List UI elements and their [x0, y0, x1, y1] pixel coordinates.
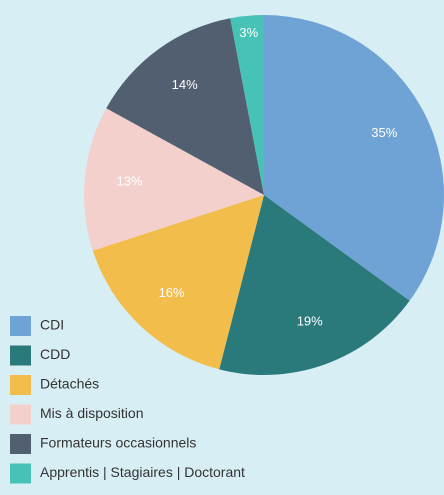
legend-swatch	[10, 434, 31, 454]
legend-label: CDI	[40, 317, 64, 333]
legend-swatch	[10, 404, 31, 425]
pie-slice	[106, 18, 264, 196]
legend-label: Mis à disposition	[40, 405, 144, 421]
legend-swatch	[10, 316, 31, 336]
slice-label: 16%	[159, 285, 185, 300]
pie-slice	[92, 195, 264, 370]
slice-label: 14%	[172, 77, 198, 92]
slice-label: 35%	[371, 125, 397, 140]
legend-swatch	[10, 345, 31, 366]
slice-label: 13%	[117, 174, 143, 189]
legend-swatch	[10, 463, 31, 484]
legend-label: CDD	[40, 346, 70, 362]
legend-label: Apprentis | Stagiaires | Doctorant	[40, 464, 245, 480]
legend-label: Formateurs occasionnels	[40, 435, 196, 451]
pie-slice	[264, 15, 444, 301]
legend-swatch	[10, 375, 31, 395]
pie-slice	[230, 15, 264, 195]
slice-label: 3%	[239, 25, 258, 40]
pie-slice	[84, 108, 264, 251]
slice-label: 19%	[297, 313, 323, 328]
pie-slice	[219, 195, 410, 375]
legend-label: Détachés	[40, 376, 99, 392]
